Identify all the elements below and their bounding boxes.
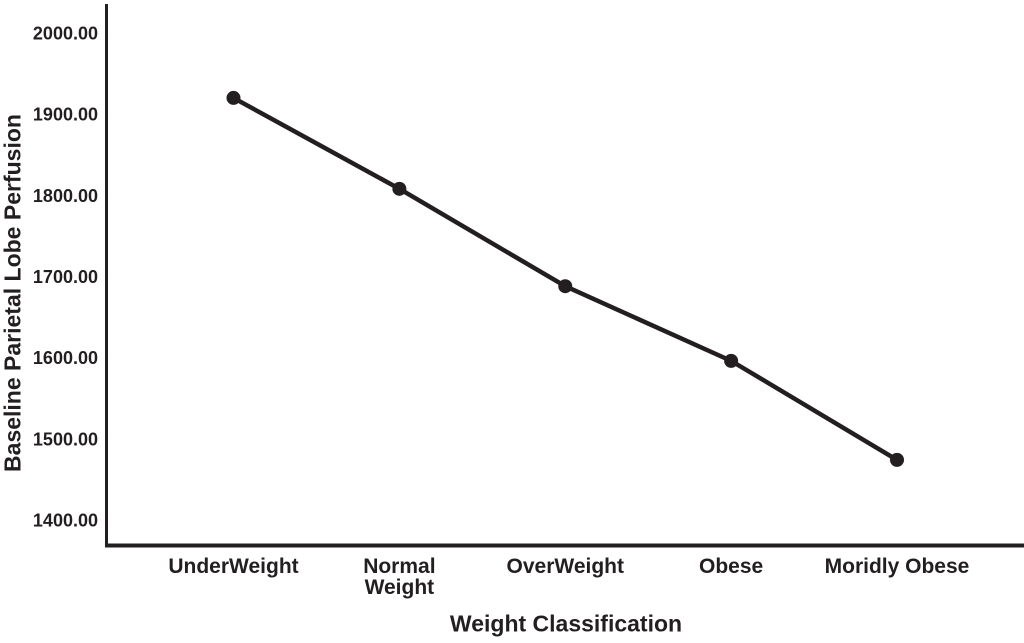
y-tick-label: 2000.00: [33, 23, 98, 43]
data-point: [724, 353, 739, 368]
data-point: [392, 181, 407, 196]
data-point: [890, 452, 904, 467]
x-category-label: Weight: [365, 576, 435, 599]
data-point: [558, 279, 573, 294]
y-tick-label: 1400.00: [33, 510, 98, 530]
y-tick-label: 1500.00: [33, 429, 98, 449]
y-tick-label: 1600.00: [33, 348, 98, 368]
data-point: [226, 90, 241, 105]
y-axis-title: Baseline Parietal Lobe Perfusion: [0, 114, 26, 472]
y-tick-label: 1900.00: [33, 105, 98, 125]
y-tick-label: 1700.00: [33, 267, 98, 287]
series-line: [231, 95, 900, 463]
x-axis-title: Weight Classification: [449, 610, 683, 637]
x-category-label: Obese: [699, 555, 763, 578]
x-category-label: UnderWeight: [168, 555, 298, 578]
x-category-label: OverWeight: [507, 555, 624, 578]
y-tick-label: 1800.00: [33, 186, 98, 206]
x-category-label: Normal: [363, 555, 435, 578]
x-category-label: Moridly Obese: [825, 555, 970, 578]
